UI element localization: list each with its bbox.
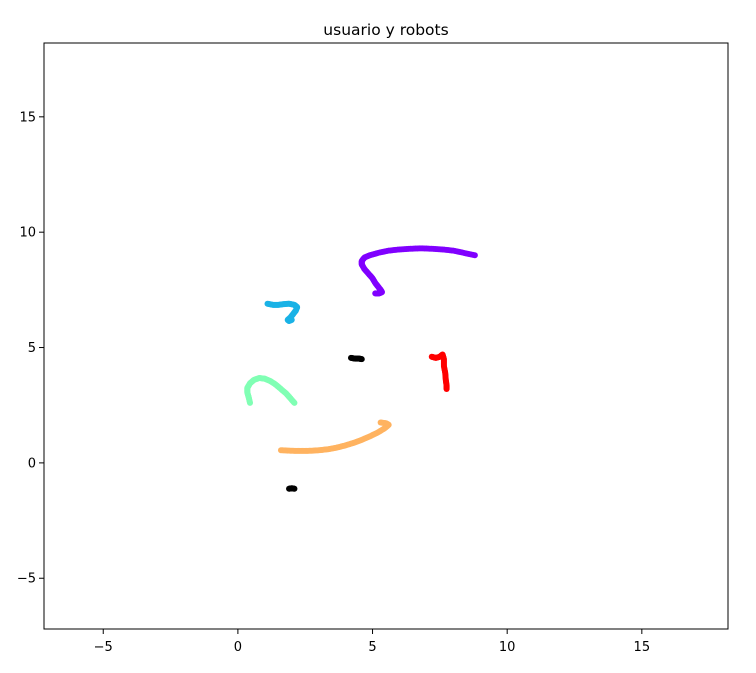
x-tick-label: 15 [634,640,651,655]
y-tick-label: 5 [28,341,36,356]
scatter-point-series-3 [247,399,254,406]
x-tick-label: 10 [499,640,516,655]
scatter-point-series-7 [291,485,298,492]
scatter-point-series-6 [358,356,365,363]
x-tick-label: 5 [368,640,376,655]
x-axis: −5 0 5 10 15 [94,629,650,655]
y-tick-label: −5 [17,572,36,587]
chart-title: usuario y robots [323,21,448,39]
y-axis: −5 0 5 10 15 [17,110,44,587]
y-tick-label: 15 [19,110,36,125]
scatter-point-series-2 [288,316,295,323]
scatter-point-series-4 [377,419,384,426]
data-points [244,245,478,492]
x-tick-label: −5 [94,640,113,655]
scatter-point-series-5 [443,386,450,393]
y-tick-label: 10 [19,226,36,241]
plot-area [43,42,729,630]
y-tick-label: 0 [28,456,36,471]
x-tick-label: 0 [234,640,242,655]
scatter-point-series-1 [372,290,379,297]
